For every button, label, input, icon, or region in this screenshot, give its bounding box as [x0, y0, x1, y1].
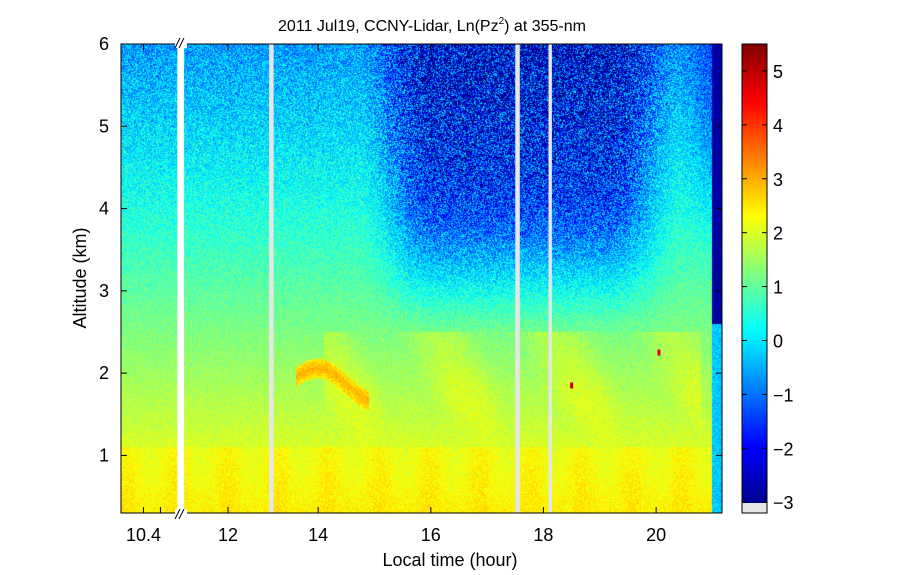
x-tick-label: 20 — [646, 525, 666, 545]
colorbar-frame — [741, 43, 768, 514]
heatmap-raster — [121, 44, 722, 513]
chart-title: 2011 Jul19, CCNY-Lidar, Ln(Pz2) at 355-n… — [278, 16, 586, 35]
missing-data-band — [548, 44, 552, 513]
colorbar-nodata-swatch — [742, 503, 767, 513]
y-tick-label: 1 — [99, 445, 109, 465]
y-axis-label: Altitude (km) — [70, 227, 90, 328]
chart-title-superscript: 2 — [499, 16, 505, 27]
missing-data-band — [269, 44, 274, 513]
x-axis-label: Local time (hour) — [382, 550, 517, 570]
y-tick-label: 5 — [99, 116, 109, 136]
y-tick-label: 3 — [99, 281, 109, 301]
x-axis: 10.4 12 14 16 18 20 — [126, 44, 666, 545]
colorbar-tick-label: 5 — [773, 62, 783, 82]
y-tick-label: 4 — [99, 199, 109, 219]
y-tick-label: 6 — [99, 34, 109, 54]
colorbar-tick-label: −3 — [773, 493, 794, 513]
colorbar-tick-label: −2 — [773, 439, 794, 459]
missing-data-bands — [177, 44, 552, 513]
colorbar-tick-label: 0 — [773, 331, 783, 351]
cloud-return-mark — [570, 382, 574, 389]
colorbar-tick-label: −1 — [773, 385, 794, 405]
heatmap-image — [121, 44, 722, 513]
x-tick-label: 10.4 — [126, 525, 161, 545]
missing-data-band — [177, 44, 185, 513]
plot-frame — [120, 43, 723, 514]
feature-marks — [570, 349, 661, 389]
y-tick-label: 2 — [99, 363, 109, 383]
missing-data-band — [515, 44, 520, 513]
cloud-return-mark — [657, 349, 661, 356]
x-tick-label: 18 — [533, 525, 553, 545]
colorbar-gradient — [742, 44, 767, 503]
colorbar-ticks: −3 −2 −1 0 1 2 3 4 5 — [742, 62, 794, 513]
x-tick-label: 12 — [218, 525, 238, 545]
axis-break-marker — [174, 37, 187, 520]
y-axis: 1 2 3 4 5 6 — [99, 34, 722, 465]
colorbar-tick-label: 3 — [773, 170, 783, 190]
colorbar-tick-label: 4 — [773, 116, 783, 136]
colorbar: −3 −2 −1 0 1 2 3 4 5 — [741, 43, 794, 514]
x-tick-label: 16 — [421, 525, 441, 545]
colorbar-tick-label: 2 — [773, 224, 783, 244]
x-tick-label: 14 — [308, 525, 328, 545]
colorbar-tick-label: 1 — [773, 278, 783, 298]
